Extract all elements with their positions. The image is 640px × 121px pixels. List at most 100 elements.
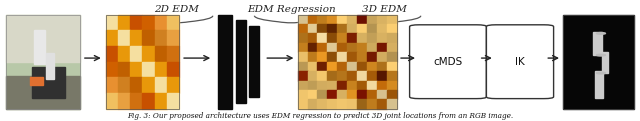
Bar — [377, 81, 387, 90]
Bar — [308, 99, 317, 109]
Bar — [563, 15, 634, 109]
Bar — [347, 90, 357, 99]
Bar — [6, 15, 80, 109]
Bar — [337, 15, 347, 24]
Bar — [298, 33, 308, 43]
Bar — [377, 99, 387, 109]
Bar — [308, 24, 317, 33]
Bar — [367, 62, 377, 71]
Bar — [30, 77, 43, 85]
Bar — [317, 15, 327, 24]
Bar — [387, 43, 397, 52]
Bar — [337, 62, 347, 71]
Bar — [298, 15, 397, 109]
Bar — [357, 24, 367, 33]
Bar — [298, 43, 308, 52]
Bar — [387, 52, 397, 62]
Bar — [593, 31, 602, 55]
Bar — [347, 33, 357, 43]
Bar — [167, 93, 179, 109]
Bar — [298, 71, 308, 81]
Bar — [337, 43, 347, 52]
Bar — [298, 81, 308, 90]
Bar — [6, 15, 80, 109]
Bar — [377, 90, 387, 99]
Bar — [106, 15, 118, 30]
Bar — [308, 62, 317, 71]
Bar — [167, 15, 179, 30]
Bar — [118, 62, 130, 77]
Bar — [143, 15, 155, 30]
Bar — [130, 62, 142, 77]
Bar — [337, 71, 347, 81]
Bar — [387, 81, 397, 90]
Bar — [387, 99, 397, 109]
Bar — [106, 77, 118, 93]
Bar — [106, 93, 118, 109]
Text: cMDS: cMDS — [433, 57, 463, 67]
Bar — [298, 99, 308, 109]
Bar — [347, 71, 357, 81]
Bar — [357, 99, 367, 109]
Bar — [167, 62, 179, 77]
Bar — [367, 24, 377, 33]
Bar — [328, 81, 337, 90]
Bar — [367, 33, 377, 43]
Bar — [357, 81, 367, 90]
Bar — [167, 46, 179, 62]
Bar — [155, 93, 167, 109]
Bar — [143, 77, 155, 93]
Bar — [347, 15, 357, 24]
Bar — [236, 20, 246, 103]
Bar — [347, 52, 357, 62]
Bar — [308, 33, 317, 43]
Bar — [387, 90, 397, 99]
Bar — [298, 62, 308, 71]
Bar — [308, 15, 317, 24]
Bar — [367, 99, 377, 109]
Bar — [130, 93, 142, 109]
Bar — [308, 71, 317, 81]
Circle shape — [596, 33, 605, 34]
Bar — [155, 77, 167, 93]
Bar — [143, 46, 155, 62]
Bar — [317, 81, 327, 90]
Bar — [6, 15, 80, 62]
Bar — [367, 90, 377, 99]
Bar — [298, 24, 308, 33]
Bar — [387, 33, 397, 43]
Bar — [328, 62, 337, 71]
Text: Fig. 3: Our proposed architecture uses EDM regression to predict 3D joint locati: Fig. 3: Our proposed architecture uses E… — [127, 112, 513, 120]
Bar — [337, 24, 347, 33]
Bar — [357, 15, 367, 24]
Bar — [357, 43, 367, 52]
Bar — [106, 46, 118, 62]
Bar — [249, 26, 259, 97]
Text: 2D EDM: 2D EDM — [154, 5, 198, 14]
Bar — [298, 15, 308, 24]
Bar — [130, 15, 142, 30]
Bar — [130, 77, 142, 93]
Bar — [377, 24, 387, 33]
Bar — [155, 46, 167, 62]
FancyBboxPatch shape — [486, 25, 554, 99]
Bar — [387, 62, 397, 71]
Bar — [118, 93, 130, 109]
Bar — [130, 30, 142, 46]
Bar — [367, 71, 377, 81]
Bar — [347, 24, 357, 33]
Bar — [328, 15, 337, 24]
Bar — [602, 52, 608, 73]
Bar — [155, 62, 167, 77]
Bar — [337, 81, 347, 90]
Bar — [377, 15, 387, 24]
Bar — [357, 71, 367, 81]
Bar — [377, 43, 387, 52]
Bar — [347, 99, 357, 109]
Bar — [377, 62, 387, 71]
Bar — [143, 30, 155, 46]
Bar — [337, 33, 347, 43]
Bar — [377, 71, 387, 81]
Bar — [218, 15, 232, 109]
Bar — [563, 15, 634, 109]
